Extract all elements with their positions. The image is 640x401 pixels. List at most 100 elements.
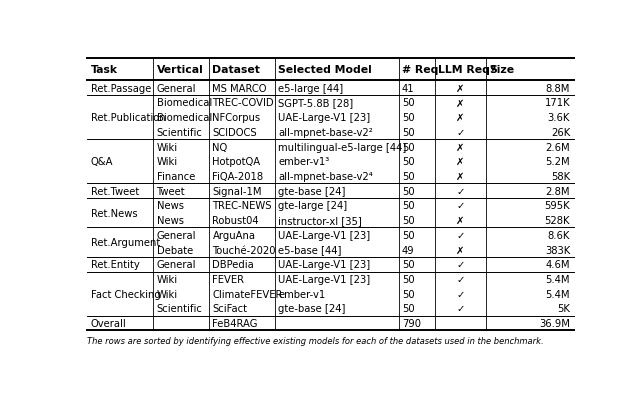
- Text: SciFact: SciFact: [212, 304, 248, 314]
- Text: Ret.Argument: Ret.Argument: [91, 238, 160, 247]
- Text: ✓: ✓: [456, 304, 465, 314]
- Text: Dataset: Dataset: [212, 65, 260, 75]
- Text: Q&A: Q&A: [91, 157, 113, 167]
- Text: HotpotQA: HotpotQA: [212, 157, 260, 167]
- Text: Wiki: Wiki: [157, 157, 178, 167]
- Text: Selected Model: Selected Model: [278, 65, 372, 75]
- Text: multilingual-e5-large [44]: multilingual-e5-large [44]: [278, 142, 406, 152]
- Text: 50: 50: [402, 142, 415, 152]
- Text: 50: 50: [402, 186, 415, 196]
- Text: 790: 790: [402, 318, 421, 328]
- Text: 50: 50: [402, 230, 415, 240]
- Text: 528K: 528K: [545, 216, 570, 226]
- Text: ✗: ✗: [456, 172, 465, 182]
- Text: ✓: ✓: [456, 259, 465, 269]
- Text: The rows are sorted by identifying effective existing models for each of the dat: The rows are sorted by identifying effec…: [88, 336, 544, 345]
- Text: ember-v1³: ember-v1³: [278, 157, 330, 167]
- Text: DBPedia: DBPedia: [212, 259, 254, 269]
- Text: 2.6M: 2.6M: [545, 142, 570, 152]
- Text: 58K: 58K: [551, 172, 570, 182]
- Text: NQ: NQ: [212, 142, 228, 152]
- Text: 5.4M: 5.4M: [545, 289, 570, 299]
- Text: 50: 50: [402, 98, 415, 108]
- Text: 41: 41: [402, 83, 415, 93]
- Text: MS MARCO: MS MARCO: [212, 83, 267, 93]
- Text: 5.2M: 5.2M: [545, 157, 570, 167]
- Text: 50: 50: [402, 201, 415, 211]
- Text: e5-large [44]: e5-large [44]: [278, 83, 343, 93]
- Text: # Req: # Req: [402, 65, 438, 75]
- Text: Fact Checking: Fact Checking: [91, 289, 161, 299]
- Text: Ret.Tweet: Ret.Tweet: [91, 186, 139, 196]
- Text: ✓: ✓: [456, 289, 465, 299]
- Text: 50: 50: [402, 274, 415, 284]
- Text: 50: 50: [402, 259, 415, 269]
- Text: 5.4M: 5.4M: [545, 274, 570, 284]
- Text: NFCorpus: NFCorpus: [212, 113, 260, 123]
- Text: ArguAna: ArguAna: [212, 230, 255, 240]
- Text: gte-large [24]: gte-large [24]: [278, 201, 347, 211]
- Text: TREC-COVID: TREC-COVID: [212, 98, 274, 108]
- Text: 36.9M: 36.9M: [539, 318, 570, 328]
- Text: gte-base [24]: gte-base [24]: [278, 186, 346, 196]
- Text: 50: 50: [402, 289, 415, 299]
- Text: ✗: ✗: [456, 83, 465, 93]
- Text: ✓: ✓: [456, 128, 465, 138]
- Text: FiQA-2018: FiQA-2018: [212, 172, 264, 182]
- Text: UAE-Large-V1 [23]: UAE-Large-V1 [23]: [278, 274, 370, 284]
- Text: General: General: [157, 83, 196, 93]
- Text: SGPT-5.8B [28]: SGPT-5.8B [28]: [278, 98, 353, 108]
- Text: 50: 50: [402, 304, 415, 314]
- Text: Biomedical: Biomedical: [157, 113, 212, 123]
- Text: Debate: Debate: [157, 245, 193, 255]
- Text: SCIDOCS: SCIDOCS: [212, 128, 257, 138]
- Text: Wiki: Wiki: [157, 274, 178, 284]
- Text: 171K: 171K: [545, 98, 570, 108]
- Text: 8.8M: 8.8M: [546, 83, 570, 93]
- Text: Scientific: Scientific: [157, 128, 202, 138]
- Text: LLM Req?: LLM Req?: [438, 65, 497, 75]
- Text: Finance: Finance: [157, 172, 195, 182]
- Text: ✗: ✗: [456, 113, 465, 123]
- Text: ember-v1: ember-v1: [278, 289, 325, 299]
- Text: ✓: ✓: [456, 230, 465, 240]
- Text: Signal-1M: Signal-1M: [212, 186, 262, 196]
- Text: gte-base [24]: gte-base [24]: [278, 304, 346, 314]
- Text: 50: 50: [402, 216, 415, 226]
- Text: General: General: [157, 259, 196, 269]
- Text: 383K: 383K: [545, 245, 570, 255]
- Text: Ret.Publication: Ret.Publication: [91, 113, 166, 123]
- Text: Vertical: Vertical: [157, 65, 204, 75]
- Text: Ret.Entity: Ret.Entity: [91, 259, 140, 269]
- Text: Size: Size: [490, 65, 515, 75]
- Text: UAE-Large-V1 [23]: UAE-Large-V1 [23]: [278, 259, 370, 269]
- Text: UAE-Large-V1 [23]: UAE-Large-V1 [23]: [278, 113, 370, 123]
- Text: News: News: [157, 201, 184, 211]
- Text: ✗: ✗: [456, 98, 465, 108]
- Text: ✗: ✗: [456, 142, 465, 152]
- Text: General: General: [157, 230, 196, 240]
- Text: ✓: ✓: [456, 186, 465, 196]
- Text: 5K: 5K: [557, 304, 570, 314]
- Text: Touché-2020: Touché-2020: [212, 245, 276, 255]
- Text: ✗: ✗: [456, 245, 465, 255]
- Text: Wiki: Wiki: [157, 289, 178, 299]
- Text: all-mpnet-base-v2⁴: all-mpnet-base-v2⁴: [278, 172, 373, 182]
- Text: Scientific: Scientific: [157, 304, 202, 314]
- Text: Robust04: Robust04: [212, 216, 259, 226]
- Text: TREC-NEWS: TREC-NEWS: [212, 201, 272, 211]
- Text: Task: Task: [91, 65, 118, 75]
- Text: Tweet: Tweet: [157, 186, 185, 196]
- Text: 26K: 26K: [551, 128, 570, 138]
- Text: FEVER: FEVER: [212, 274, 244, 284]
- Text: Overall: Overall: [91, 318, 127, 328]
- Text: Biomedical: Biomedical: [157, 98, 212, 108]
- Text: 3.6K: 3.6K: [548, 113, 570, 123]
- Text: instructor-xl [35]: instructor-xl [35]: [278, 216, 362, 226]
- Text: 50: 50: [402, 113, 415, 123]
- Text: ✗: ✗: [456, 157, 465, 167]
- Text: 50: 50: [402, 157, 415, 167]
- Text: all-mpnet-base-v2²: all-mpnet-base-v2²: [278, 128, 373, 138]
- Text: 4.6M: 4.6M: [545, 259, 570, 269]
- Text: Ret.Passage: Ret.Passage: [91, 83, 151, 93]
